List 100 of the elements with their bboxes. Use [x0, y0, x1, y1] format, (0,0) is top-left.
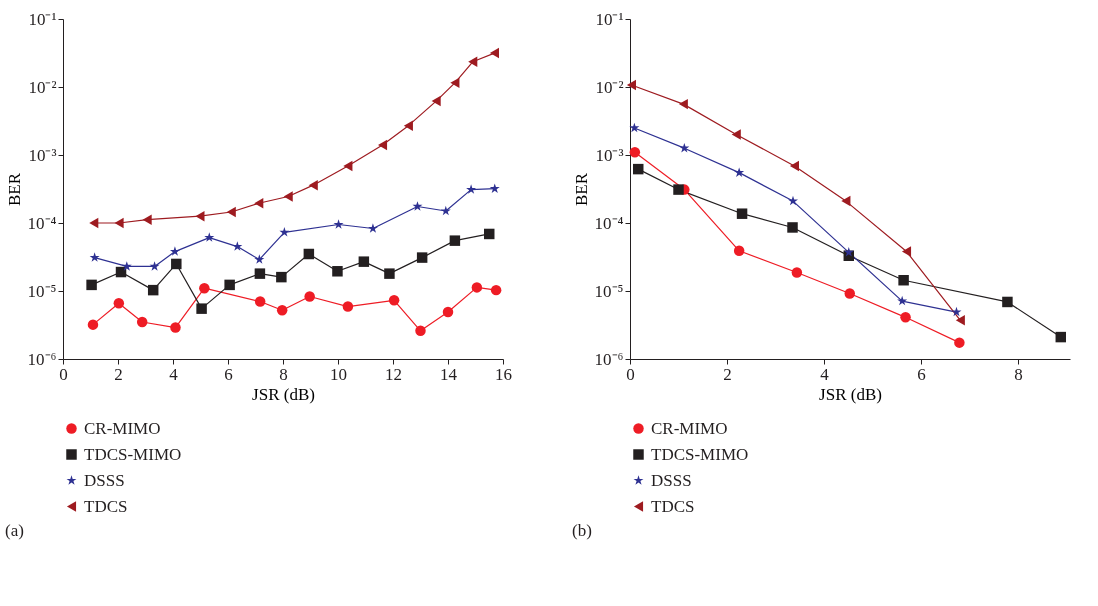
x-tick-label: 8 — [279, 364, 288, 384]
point — [342, 301, 354, 312]
point — [254, 254, 265, 264]
point — [844, 288, 855, 299]
point — [673, 184, 684, 195]
point — [489, 47, 500, 59]
point — [951, 306, 962, 317]
point — [468, 56, 478, 68]
point — [113, 298, 125, 309]
text: (b) — [572, 521, 592, 540]
point — [254, 198, 264, 209]
x-axis-title: JSR (dB) — [819, 384, 882, 404]
x-axis-title: JSR (dB) — [252, 384, 315, 404]
point — [254, 296, 266, 307]
point — [489, 183, 500, 193]
point — [254, 268, 266, 279]
point — [89, 217, 99, 229]
point — [367, 223, 378, 233]
x-tick-label: 0 — [626, 364, 635, 384]
x-tick-label: 4 — [820, 364, 830, 384]
point — [954, 337, 965, 348]
x-tick-label: 8 — [1014, 364, 1023, 384]
point — [388, 295, 400, 306]
y-axis-title: BER — [4, 172, 24, 207]
point — [204, 232, 215, 242]
point — [415, 325, 426, 337]
point — [791, 267, 803, 278]
legend-label: TDCS — [84, 496, 128, 516]
y-tick-label: 10⁻⁶ — [27, 349, 57, 369]
x-tick-label: 2 — [723, 364, 732, 384]
y-axis-title: BER — [571, 172, 591, 207]
point — [384, 268, 395, 279]
point — [170, 322, 181, 333]
point — [114, 217, 124, 229]
point — [142, 214, 152, 225]
point — [343, 160, 353, 172]
point — [787, 222, 798, 233]
point — [629, 146, 641, 158]
point — [1055, 331, 1067, 343]
legend-label: DSSS — [84, 470, 125, 490]
x-tick-label: 0 — [59, 364, 68, 384]
point — [283, 191, 293, 202]
y-tick-label: 10⁻⁵ — [594, 281, 624, 301]
legend-label: TDCS-MIMO — [651, 444, 749, 464]
point — [276, 271, 287, 283]
y-tick-label: 10⁻⁵ — [27, 281, 57, 301]
point — [308, 179, 318, 191]
point — [440, 205, 451, 216]
point — [412, 201, 423, 211]
point — [898, 274, 909, 286]
x-tick-label: 2 — [114, 364, 123, 384]
point — [304, 291, 315, 302]
legend-label: TDCS — [651, 496, 695, 516]
point — [955, 315, 965, 326]
point — [416, 252, 428, 263]
point — [450, 77, 460, 89]
legend-label: DSSS — [651, 470, 692, 490]
text: (a) — [5, 521, 24, 540]
x-tick-label: 10 — [330, 364, 347, 384]
point — [897, 295, 908, 306]
point — [196, 303, 207, 314]
point — [733, 245, 745, 257]
point — [332, 266, 343, 277]
x-tick-label: 14 — [440, 364, 458, 384]
point — [900, 312, 911, 323]
point — [89, 252, 100, 262]
point — [303, 248, 315, 260]
point — [843, 247, 854, 257]
point — [136, 316, 148, 328]
legend-label: CR-MIMO — [84, 418, 161, 438]
point — [789, 160, 799, 172]
point — [678, 98, 688, 110]
point — [449, 235, 461, 246]
point — [224, 279, 235, 291]
point — [626, 79, 636, 91]
point — [901, 246, 912, 257]
y-tick-label: 10⁻² — [595, 77, 624, 97]
point — [169, 246, 180, 256]
x-tick-label: 6 — [917, 364, 926, 384]
y-tick-label: 10⁻⁶ — [594, 349, 624, 369]
point — [484, 228, 495, 240]
legend-label: CR-MIMO — [651, 418, 728, 438]
x-tick-label: 16 — [495, 364, 512, 384]
x-tick-label: 4 — [169, 364, 179, 384]
point — [226, 206, 236, 218]
point — [276, 305, 288, 316]
y-tick-label: 10⁻³ — [595, 145, 624, 165]
point — [431, 95, 441, 107]
point — [195, 210, 205, 222]
point — [378, 139, 388, 151]
point — [490, 284, 502, 296]
point — [841, 195, 851, 207]
point — [358, 256, 370, 267]
point — [633, 163, 644, 175]
point — [788, 195, 798, 206]
point — [232, 241, 243, 251]
y-tick-label: 10⁻³ — [28, 145, 57, 165]
point — [87, 319, 99, 330]
point — [86, 279, 97, 291]
point — [442, 306, 454, 318]
